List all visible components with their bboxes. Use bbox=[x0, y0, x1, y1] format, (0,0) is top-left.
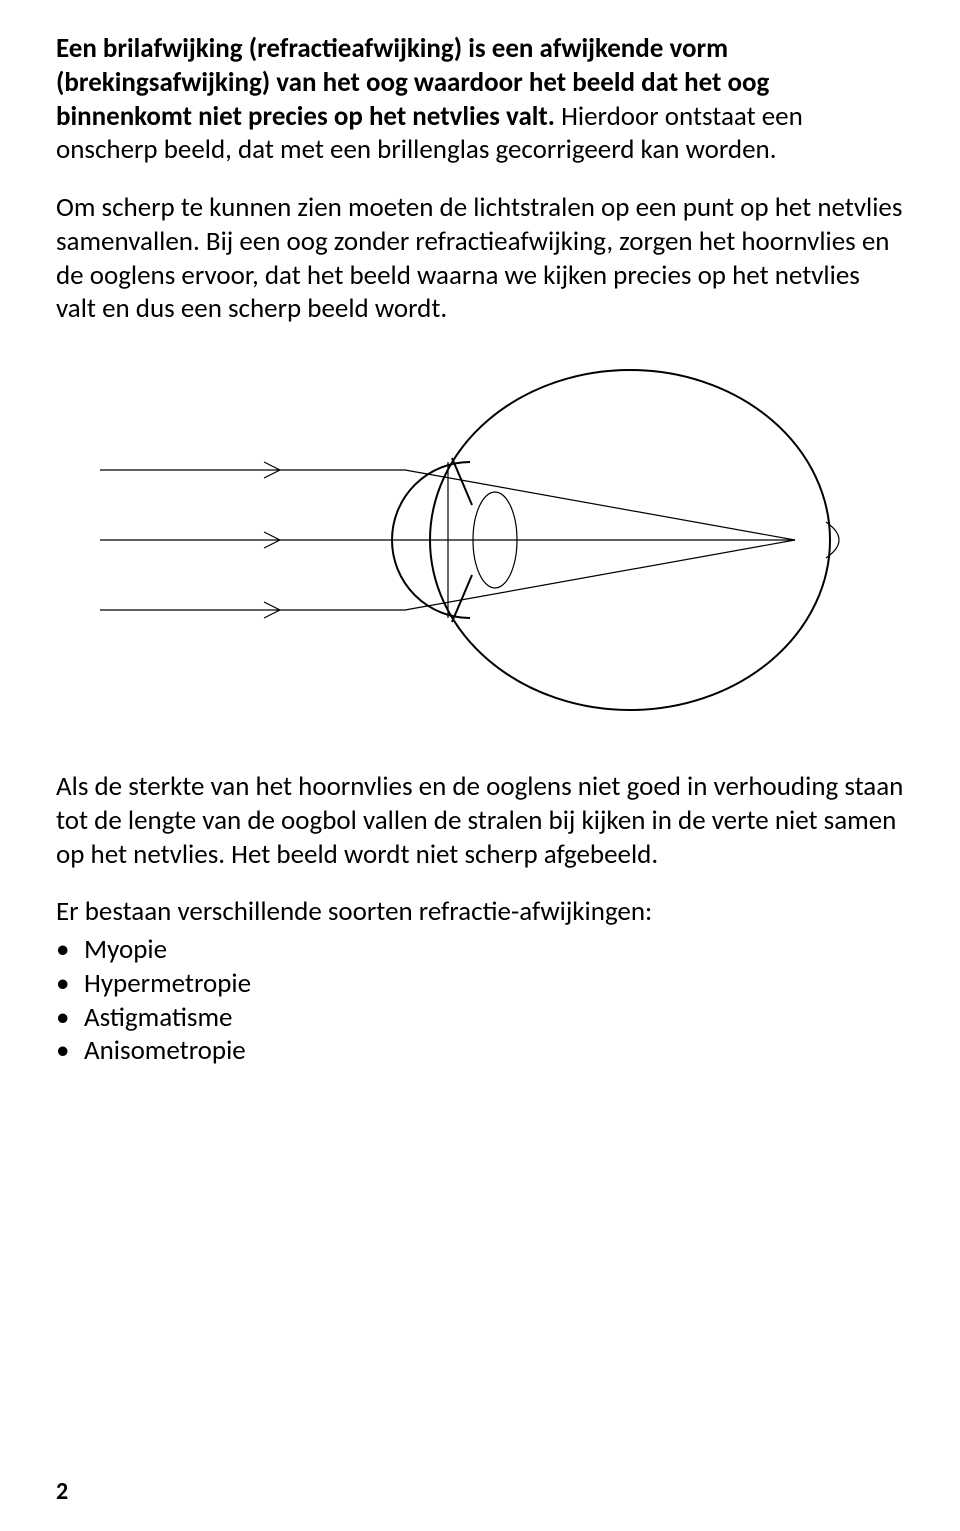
paragraph-1: Een brilafwijking (refractieafwijking) i… bbox=[56, 32, 904, 167]
list-item: Anisometropie bbox=[56, 1034, 904, 1068]
list-item: Hypermetropie bbox=[56, 967, 904, 1001]
page-number: 2 bbox=[56, 1477, 68, 1507]
list-item: Astigmatisme bbox=[56, 1001, 904, 1035]
types-list: Myopie Hypermetropie Astigmatisme Anisom… bbox=[56, 933, 904, 1068]
paragraph-2: Om scherp te kunnen zien moeten de licht… bbox=[56, 191, 904, 326]
paragraph-4: Er bestaan verschillende soorten refract… bbox=[56, 895, 904, 929]
list-item: Myopie bbox=[56, 933, 904, 967]
paragraph-3: Als de sterkte van het hoornvlies en de … bbox=[56, 770, 904, 871]
eye-diagram bbox=[100, 350, 860, 730]
eye-diagram-container bbox=[56, 350, 904, 730]
